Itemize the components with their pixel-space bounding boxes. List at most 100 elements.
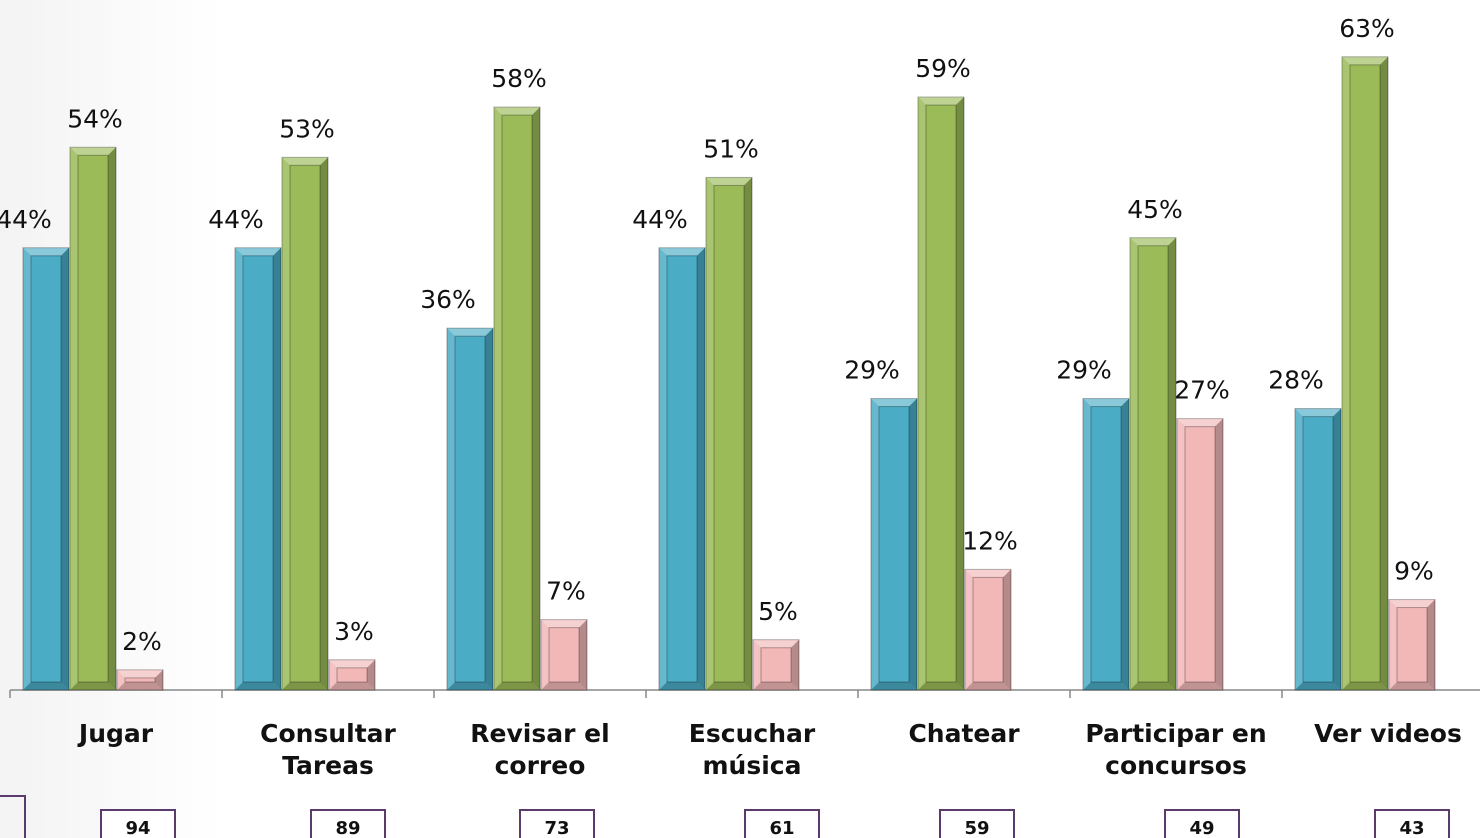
bar-bevel <box>965 682 1011 690</box>
bar-body <box>1082 398 1130 691</box>
bar-bevel <box>541 619 587 628</box>
bar-bevel <box>282 682 328 690</box>
bar-bevel <box>1083 398 1091 690</box>
x-tick-label-line: Ver videos <box>1314 719 1462 748</box>
count-box <box>744 809 820 838</box>
bar-body <box>964 568 1012 691</box>
bar <box>281 156 329 691</box>
x-tick-label-line: correo <box>495 751 586 780</box>
bar-bevel <box>1003 569 1011 690</box>
bar-bevel <box>753 682 799 690</box>
bar-face <box>1302 416 1334 683</box>
bar-bevel <box>108 147 116 691</box>
bar-bevel <box>918 682 964 690</box>
bar-face <box>878 406 910 683</box>
bar-bevel <box>1295 408 1341 417</box>
bar-bevel <box>541 619 549 690</box>
x-tick-label-line: Consultar <box>260 719 396 748</box>
bar-body <box>1176 418 1224 691</box>
bar-bevel <box>1295 408 1303 690</box>
bar-face <box>454 335 486 683</box>
bar-bevel <box>659 247 705 256</box>
x-tick-label-line: música <box>703 751 802 780</box>
x-tick-label-line: Revisar el <box>470 719 609 748</box>
bar-bevel <box>1342 56 1350 691</box>
bar <box>1082 398 1130 691</box>
bar-face <box>124 677 156 683</box>
x-tick-label-line: Chatear <box>908 719 1020 748</box>
data-label: 36% <box>420 285 476 314</box>
bar-body <box>234 247 282 691</box>
bar-face <box>77 154 109 683</box>
bar-bevel <box>494 107 502 691</box>
bar-body <box>540 619 588 691</box>
count: 73 <box>544 818 569 838</box>
bar-bevel <box>706 177 714 690</box>
bar-bevel <box>1130 237 1138 690</box>
data-label: 45% <box>1127 195 1183 224</box>
bar-body <box>705 176 753 691</box>
bar-bevel <box>871 398 917 407</box>
bar-bevel <box>1130 682 1176 690</box>
partial-box <box>0 795 26 838</box>
bar-bevel <box>956 97 964 691</box>
bar <box>1341 56 1389 691</box>
bar <box>69 146 117 691</box>
bar-bevel <box>1342 56 1388 65</box>
bar-bevel <box>706 682 752 690</box>
bar-bevel <box>23 682 69 690</box>
data-label: 51% <box>703 134 759 163</box>
data-label: 7% <box>546 577 586 606</box>
bar-body <box>281 156 329 691</box>
bar-face <box>972 576 1004 683</box>
bar-bevel <box>1295 682 1341 690</box>
bar-body <box>328 659 376 691</box>
data-label: 63% <box>1339 14 1395 43</box>
bar-bevel <box>1342 682 1388 690</box>
bar-bevel <box>70 682 116 690</box>
bar-face <box>1184 426 1216 683</box>
bar-bevel <box>329 659 337 690</box>
bar-bevel <box>1168 237 1176 690</box>
bar-bevel <box>753 639 761 690</box>
bar <box>1129 237 1177 691</box>
bar-face <box>713 184 745 683</box>
x-tick-label: Escuchar música <box>689 719 816 780</box>
bar-bevel <box>494 682 540 690</box>
data-label: 5% <box>758 597 798 626</box>
bar <box>1294 408 1342 691</box>
bar-bevel <box>965 569 973 690</box>
bar-body <box>1388 599 1436 691</box>
bar-bevel <box>918 97 964 106</box>
bar-bevel <box>117 669 125 690</box>
x-tick-label-line: concursos <box>1105 751 1247 780</box>
x-tick-label: Participar en concursos <box>1085 719 1266 780</box>
bar-bevel <box>753 639 799 648</box>
bar-face <box>1090 406 1122 683</box>
bar-bevel <box>1427 599 1435 690</box>
bar-face <box>30 255 62 683</box>
bar-bevel <box>1215 418 1223 690</box>
data-label: 9% <box>1394 557 1434 586</box>
bar-face <box>289 164 321 683</box>
data-label: 28% <box>1268 366 1324 395</box>
x-tick-label: Ver videos <box>1314 719 1462 748</box>
bar-bevel <box>871 682 917 690</box>
bar-bevel <box>871 398 879 690</box>
bar-bevel <box>282 157 328 166</box>
bar-bevel <box>918 97 926 691</box>
bar <box>446 327 494 691</box>
bar <box>540 619 588 691</box>
count: 49 <box>1189 818 1214 838</box>
bar-bevel <box>235 247 281 256</box>
bar-face <box>666 255 698 683</box>
bar-bevel <box>70 147 78 691</box>
bar-bevel <box>117 682 163 690</box>
count-box <box>1164 809 1240 838</box>
data-label: 53% <box>279 114 335 143</box>
x-tick-label: Jugar <box>77 719 154 748</box>
bar-bevel <box>1177 418 1223 427</box>
bar-bevel <box>23 247 69 256</box>
data-label: 29% <box>844 356 900 385</box>
count-box <box>939 809 1015 838</box>
